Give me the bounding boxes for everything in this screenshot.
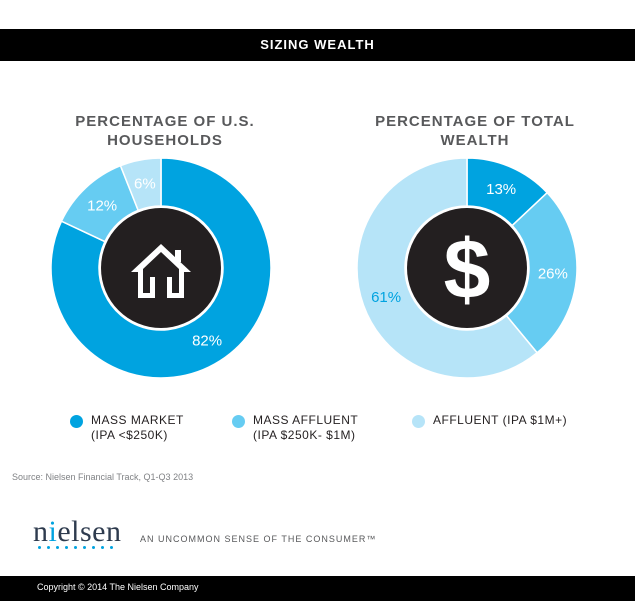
nielsen-logo: nielsen <box>33 515 121 549</box>
slice-percent-label: 82% <box>192 333 222 350</box>
chart-title-households: PERCENTAGE OF U.S. HOUSEHOLDS <box>75 113 255 149</box>
legend-mass-market: MASS MARKET (IPA <$250K) <box>70 413 184 443</box>
wealth-donut-chart: 13% 26% 61% $ <box>356 157 578 379</box>
donut-slice <box>356 157 539 379</box>
legend-mass-affluent: MASS AFFLUENT (IPA $250K- $1M) <box>232 413 358 443</box>
logo-dots <box>38 546 113 549</box>
legend-label: MASS MARKET (IPA <$250K) <box>91 413 184 442</box>
footer-bar: Copyright © 2014 The Nielsen Company <box>0 576 635 601</box>
legend-swatch-mass-affluent <box>232 415 245 428</box>
slice-percent-label: 12% <box>87 197 117 214</box>
legend-swatch-affluent <box>412 415 425 428</box>
donut-slice <box>119 157 162 212</box>
slice-percent-label: 13% <box>486 181 516 198</box>
legend-affluent: AFFLUENT (IPA $1M+) <box>412 413 567 428</box>
source-note: Source: Nielsen Financial Track, Q1-Q3 2… <box>12 472 194 482</box>
header-bar: SIZING WEALTH <box>0 29 635 61</box>
slice-percent-label: 6% <box>134 176 156 193</box>
brand-tagline: AN UNCOMMON SENSE OF THE CONSUMER™ <box>140 534 377 544</box>
house-icon <box>131 244 191 298</box>
page-title: SIZING WEALTH <box>260 37 375 52</box>
slice-percent-label: 61% <box>371 289 401 306</box>
dollar-icon: $ <box>444 222 491 316</box>
slice-percent-label: 26% <box>538 265 568 282</box>
legend-label: AFFLUENT (IPA $1M+) <box>433 413 568 427</box>
legend-label: MASS AFFLUENT (IPA $250K- $1M) <box>253 413 359 442</box>
chart-title-wealth: PERCENTAGE OF TOTAL WEALTH <box>375 113 575 149</box>
logo-part: elsen <box>57 515 122 548</box>
donut-slice <box>50 157 272 379</box>
logo-part-i: i <box>48 515 58 548</box>
copyright-text: Copyright © 2014 The Nielsen Company <box>37 582 199 592</box>
logo-part: n <box>33 515 49 548</box>
donut-center <box>407 208 527 328</box>
legend-swatch-mass-market <box>70 415 83 428</box>
donut-slice <box>505 191 578 354</box>
households-donut-chart: 82% 12% 6% <box>50 157 272 379</box>
